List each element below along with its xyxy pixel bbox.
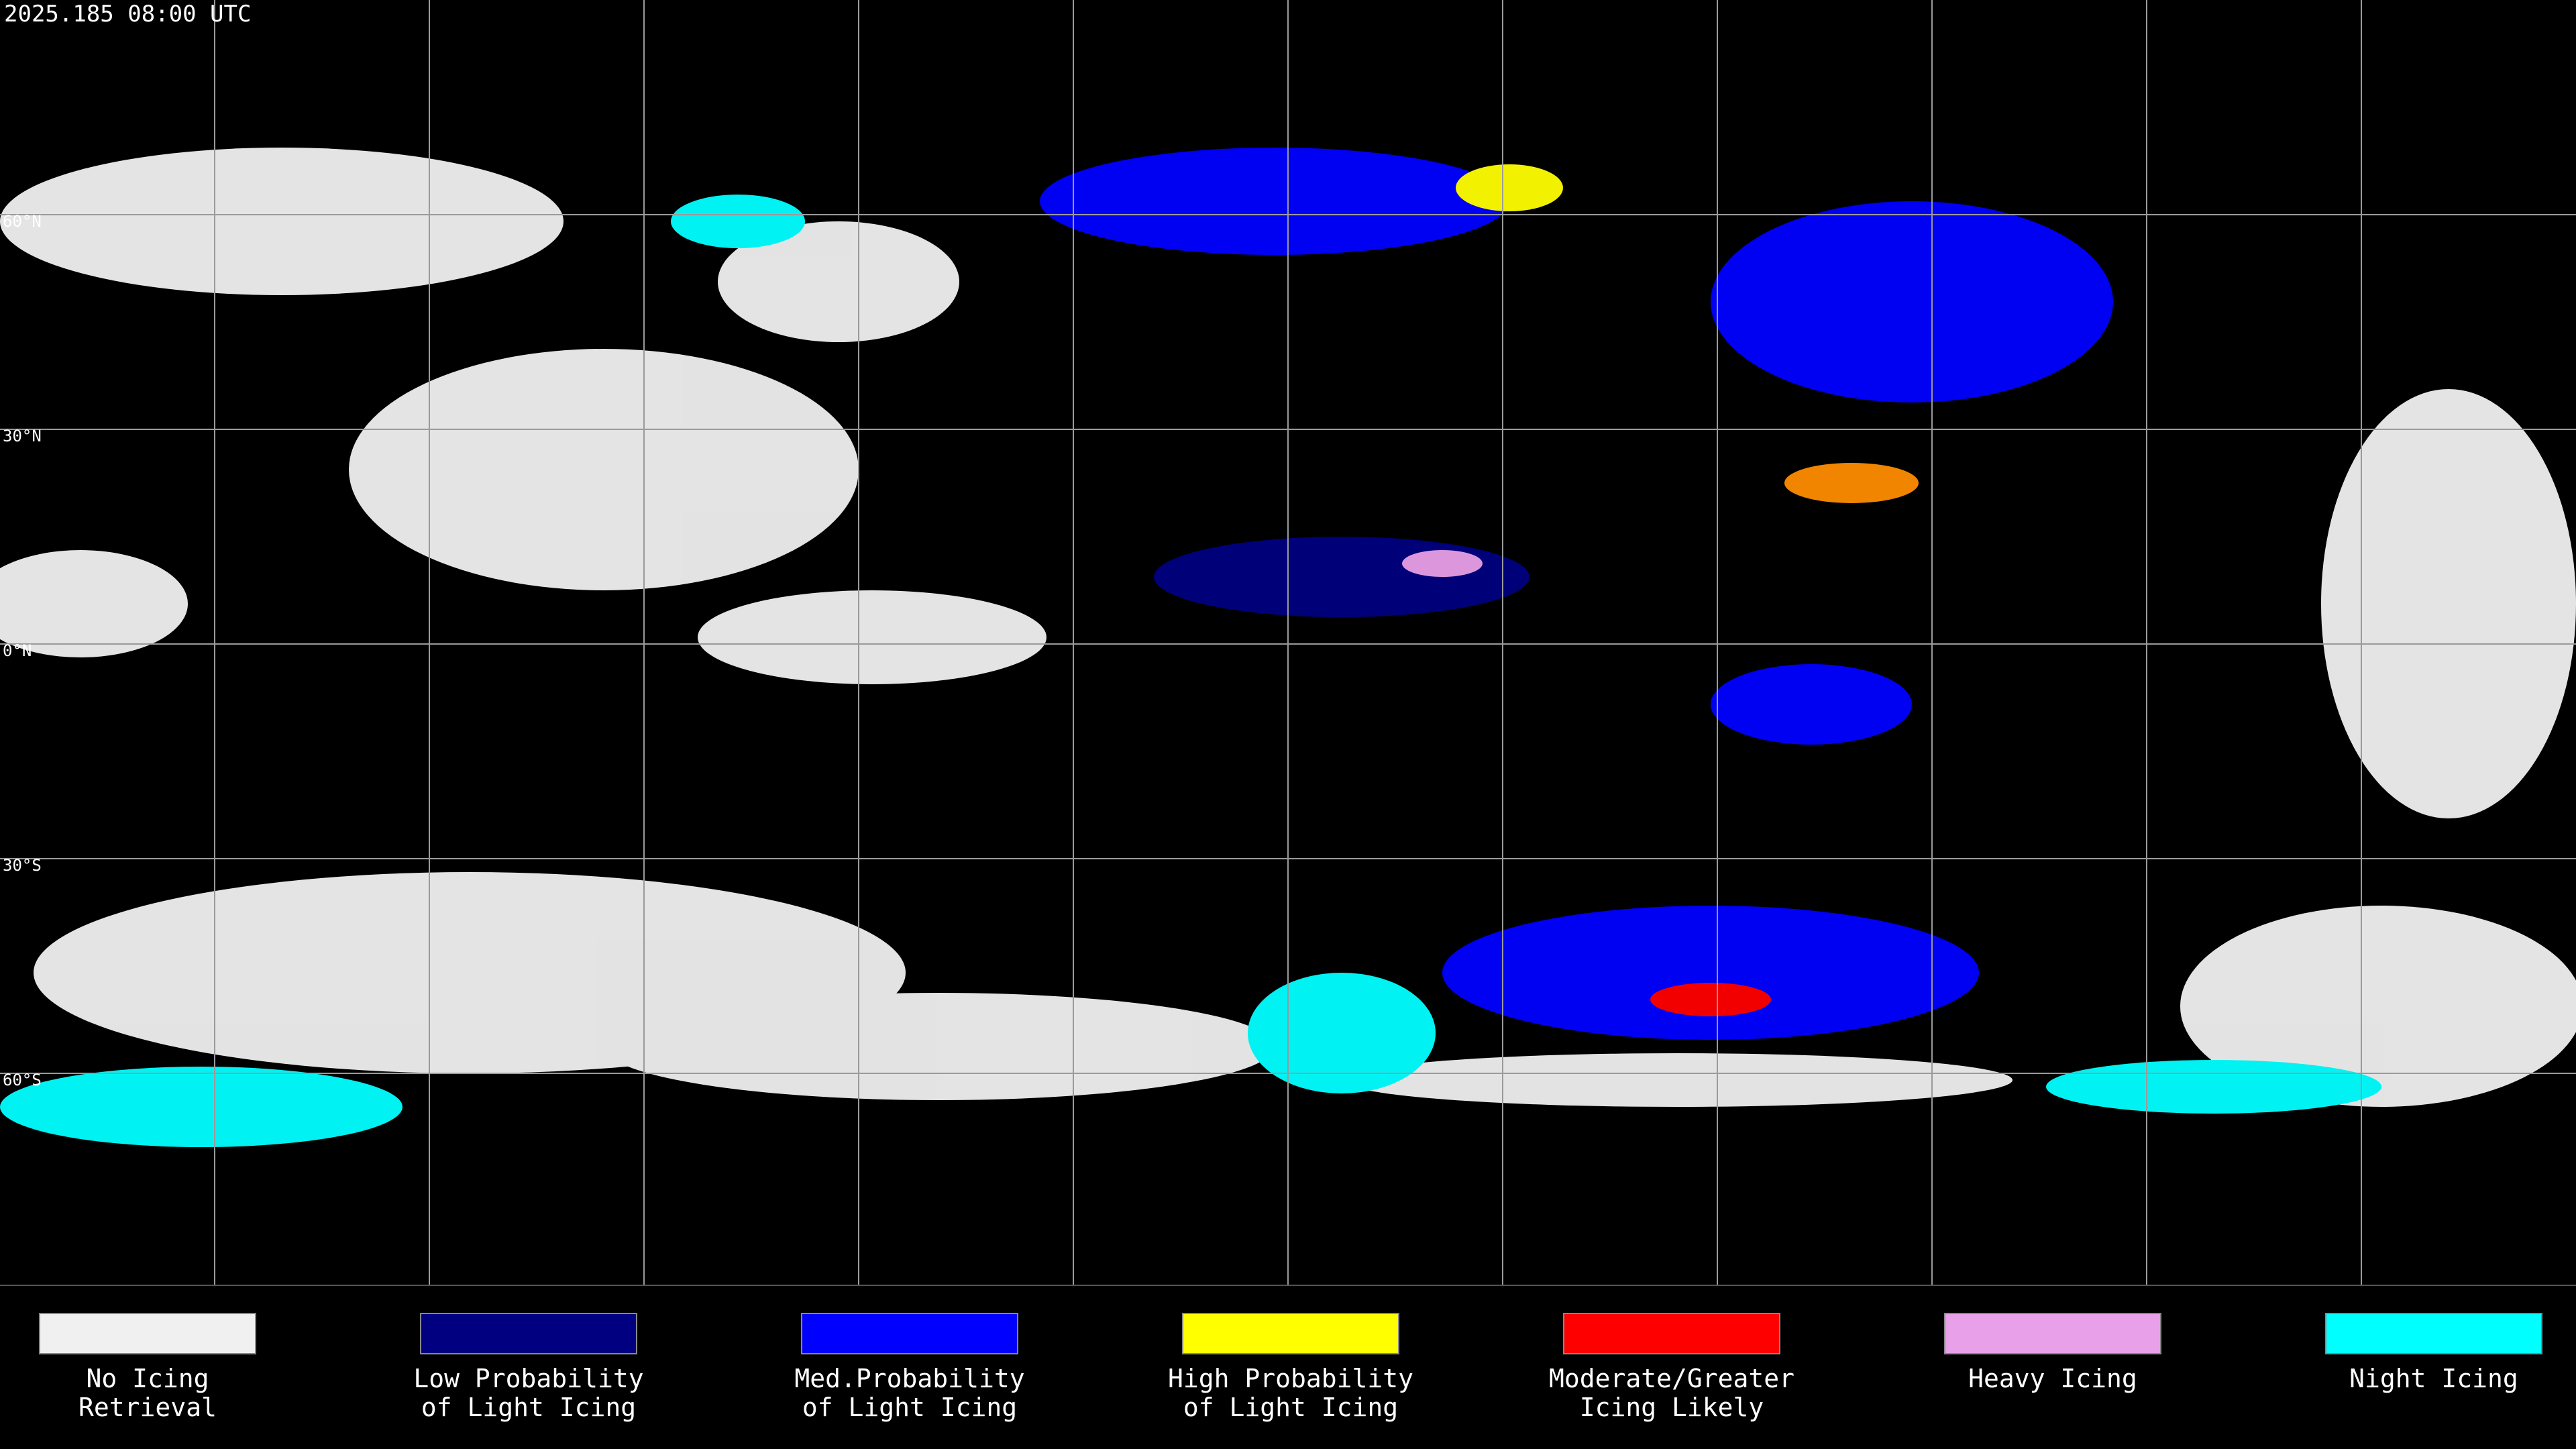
icing <box>1711 201 2113 402</box>
legend-swatch <box>2325 1313 2542 1354</box>
legend-label: Heavy Icing <box>1968 1364 2137 1393</box>
icing <box>1040 148 1509 255</box>
icing <box>1711 664 1912 745</box>
legend-label: Retrieval <box>78 1393 217 1422</box>
legend-swatch <box>801 1313 1018 1354</box>
lat-label: 30°N <box>3 427 42 445</box>
lat-label: 0°N <box>3 641 32 660</box>
cloud-field <box>0 148 2576 1147</box>
cloud <box>0 148 564 295</box>
legend-swatch <box>420 1313 637 1354</box>
cloud <box>2180 906 2576 1107</box>
night-icing <box>0 1067 402 1147</box>
legend-label: High Probability <box>1168 1364 1413 1393</box>
icing <box>1456 164 1563 211</box>
icing <box>1154 537 1529 617</box>
legend-swatch <box>39 1313 256 1354</box>
legend-label: No Icing <box>86 1364 209 1393</box>
icing <box>1442 906 1979 1040</box>
icing <box>1784 463 1919 503</box>
legend-label: Med.Probability <box>794 1364 1024 1393</box>
lat-label: 30°S <box>3 856 42 875</box>
lat-label: 60°S <box>3 1071 42 1089</box>
lat-label: 60°N <box>3 212 42 231</box>
legend-label: of Light Icing <box>421 1393 636 1422</box>
night-icing <box>671 195 805 248</box>
cloud <box>604 993 1275 1100</box>
icing <box>1650 983 1771 1016</box>
legend-label: Low Probability <box>413 1364 643 1393</box>
map <box>0 0 2576 1286</box>
legend-swatch <box>1563 1313 1780 1354</box>
legend-label: of Light Icing <box>1183 1393 1398 1422</box>
icing <box>1402 550 1483 577</box>
legend-label: of Light Icing <box>802 1393 1017 1422</box>
cloud <box>349 349 859 590</box>
night-icing <box>2046 1060 2381 1114</box>
cloud <box>0 550 188 657</box>
graticule <box>0 0 2576 1285</box>
legend-swatch <box>1182 1313 1399 1354</box>
legend-label: Night Icing <box>2349 1364 2518 1393</box>
cloud <box>718 221 959 342</box>
timestamp: 2025.185 08:00 UTC <box>4 1 251 28</box>
cloud <box>1342 1053 2012 1107</box>
cloud <box>698 590 1046 684</box>
legend-label: Icing Likely <box>1580 1393 1764 1422</box>
night-icing <box>1248 973 1436 1093</box>
legend-label: Moderate/Greater <box>1549 1364 1794 1393</box>
legend-swatch <box>1944 1313 2161 1354</box>
cloud <box>2321 389 2576 818</box>
